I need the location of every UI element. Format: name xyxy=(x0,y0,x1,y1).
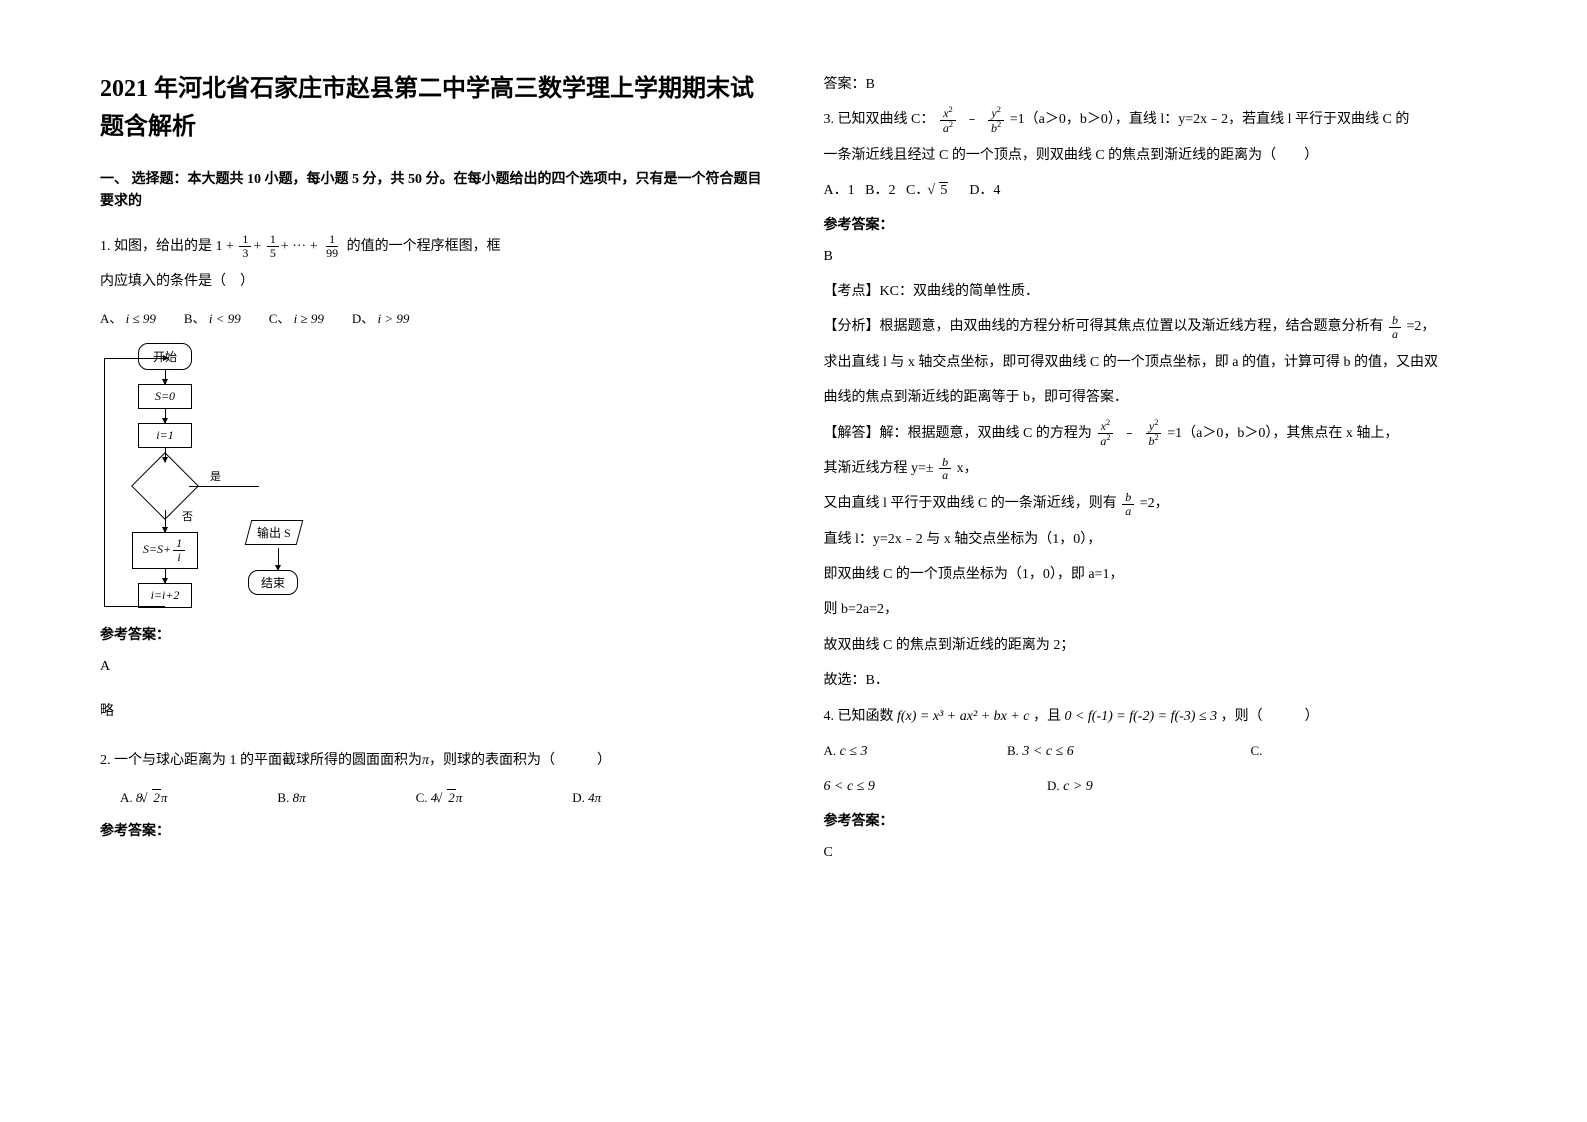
q4-option-c-label: C. xyxy=(1251,744,1263,759)
q1-note: 略 xyxy=(100,697,764,726)
q2-option-b: B. 8π xyxy=(277,790,305,806)
q1-stem: 1. 如图，给出的是 1 + 13+ 15+ ··· + 199 的值的一个程序… xyxy=(100,232,764,261)
left-column: 2021 年河北省石家庄市赵县第二中学高三数学理上学期期末试题含解析 一、 选择… xyxy=(100,70,764,1052)
q3-fenxi-2: 求出直线 l 与 x 轴交点坐标，即可得双曲线 C 的一个顶点坐标，即 a 的值… xyxy=(824,348,1488,377)
q3-answer-label: 参考答案： xyxy=(824,214,1488,234)
q3-jieda-6: 则 b=2a=2， xyxy=(824,595,1488,624)
q4-option-b: B. 3 < c ≤ 6 xyxy=(1007,737,1247,766)
q1-option-b: B、 i < 99 xyxy=(184,308,241,327)
q2-options: A. 82π B. 8π C. 42π D. 4π xyxy=(120,790,764,806)
q3-jieda-8: 故选：B． xyxy=(824,666,1488,695)
q3-option-a: A．1 xyxy=(824,183,855,198)
q2-option-c: C. 42π xyxy=(416,790,463,806)
right-column: 答案：B 3. 已知双曲线 C： x2a2 ﹣ y2b2 =1（a＞0，b＞0）… xyxy=(824,70,1488,1052)
q1-option-d: D、 i > 99 xyxy=(352,308,410,327)
q3-option-b: B．2 xyxy=(865,183,895,198)
q1-answer: A xyxy=(100,652,764,681)
q3-jieda-7: 故双曲线 C 的焦点到渐近线的距离为 2； xyxy=(824,631,1488,660)
fc-update-i: i=i+2 xyxy=(138,583,192,608)
fc-yes-label: 是 xyxy=(210,468,221,484)
q3-jieda-4: 直线 l：y=2x﹣2 与 x 轴交点坐标为（1，0）， xyxy=(824,525,1488,554)
q3-jieda-1: 【解答】解：根据题意，双曲线 C 的方程为 x2a2 ﹣ y2b2 =1（a＞0… xyxy=(824,419,1488,448)
q4-options-row1: A. c ≤ 3 B. 3 < c ≤ 6 C. xyxy=(824,737,1488,766)
q3-fenxi-3: 曲线的焦点到渐近线的距离等于 b，即可得答案． xyxy=(824,383,1488,412)
fc-update-s: S=S+1i xyxy=(132,532,198,568)
q3-kaodian: 【考点】KC：双曲线的简单性质． xyxy=(824,277,1488,306)
q3-stem-line2: 一条渐近线且经过 C 的一个顶点，则双曲线 C 的焦点到渐近线的距离为（ ） xyxy=(824,141,1488,170)
fc-output: 输出 S xyxy=(245,520,303,545)
q2-stem: 2. 一个与球心距离为 1 的平面截球所得的圆面面积为π，则球的表面积为（ ） xyxy=(100,746,764,775)
q3-jieda-3: 又由直线 l 平行于双曲线 C 的一条渐近线，则有 ba =2， xyxy=(824,489,1488,518)
q4-option-d: D. c > 9 xyxy=(1047,779,1093,794)
q1-option-a: A、 i ≤ 99 xyxy=(100,308,156,327)
q4-stem: 4. 已知函数 f(x) = x³ + ax² + bx + c ，且 0 < … xyxy=(824,702,1488,731)
q3-fenxi-1: 【分析】根据题意，由双曲线的方程分析可得其焦点位置以及渐近线方程，结合题意分析有… xyxy=(824,312,1488,341)
q4-answer-label: 参考答案： xyxy=(824,810,1488,830)
fc-end: 结束 xyxy=(248,570,298,595)
q2-answer: 答案：B xyxy=(824,70,1488,99)
q4-answer: C xyxy=(824,838,1488,867)
q3-jieda-2: 其渐近线方程 y=± ba x， xyxy=(824,454,1488,483)
fc-i1: i=1 xyxy=(138,423,192,448)
document-title: 2021 年河北省石家庄市赵县第二中学高三数学理上学期期末试题含解析 xyxy=(100,70,764,147)
q3-answer: B xyxy=(824,242,1488,271)
fc-no-label: 否 xyxy=(182,508,193,524)
q3-jieda-5: 即双曲线 C 的一个顶点坐标为（1，0），即 a=1， xyxy=(824,560,1488,589)
q1-answer-label: 参考答案： xyxy=(100,624,764,644)
q1-option-c: C、 i ≥ 99 xyxy=(269,308,324,327)
q1-stem-suffix: 的值的一个程序框图，框 xyxy=(347,239,501,254)
q3-option-c: C．5 xyxy=(906,183,948,198)
q4-options-row2: 6 < c ≤ 9 D. c > 9 xyxy=(824,772,1488,801)
q4-option-a: A. c ≤ 3 xyxy=(824,737,1004,766)
q1-series: 1 + 13+ 15+ ··· + 199 xyxy=(216,239,347,254)
section-1-heading: 一、 选择题：本大题共 10 小题，每小题 5 分，共 50 分。在每小题给出的… xyxy=(100,169,764,214)
q1-line2: 内应填入的条件是（ ） xyxy=(100,267,764,296)
q1-options: A、 i ≤ 99 B、 i < 99 C、 i ≥ 99 D、 i > 99 xyxy=(100,308,764,327)
q2-option-d: D. 4π xyxy=(572,790,601,806)
q2-answer-label: 参考答案： xyxy=(100,820,764,840)
fc-s0: S=0 xyxy=(138,384,192,409)
q3-option-d: D．4 xyxy=(969,183,1000,198)
q1-flowchart: 开始 S=0 i=1 是 否 输出 S 结束 S=S+1i i=i+2 xyxy=(130,343,330,607)
q2-option-a: A. 82π xyxy=(120,790,167,806)
q3-options: A．1 B．2 C．5 D．4 xyxy=(824,176,1488,205)
q4-option-c: 6 < c ≤ 9 xyxy=(824,772,1044,801)
q1-stem-prefix: 1. 如图，给出的是 xyxy=(100,239,212,254)
q3-stem-line1: 3. 已知双曲线 C： x2a2 ﹣ y2b2 =1（a＞0，b＞0），直线 l… xyxy=(824,105,1488,134)
